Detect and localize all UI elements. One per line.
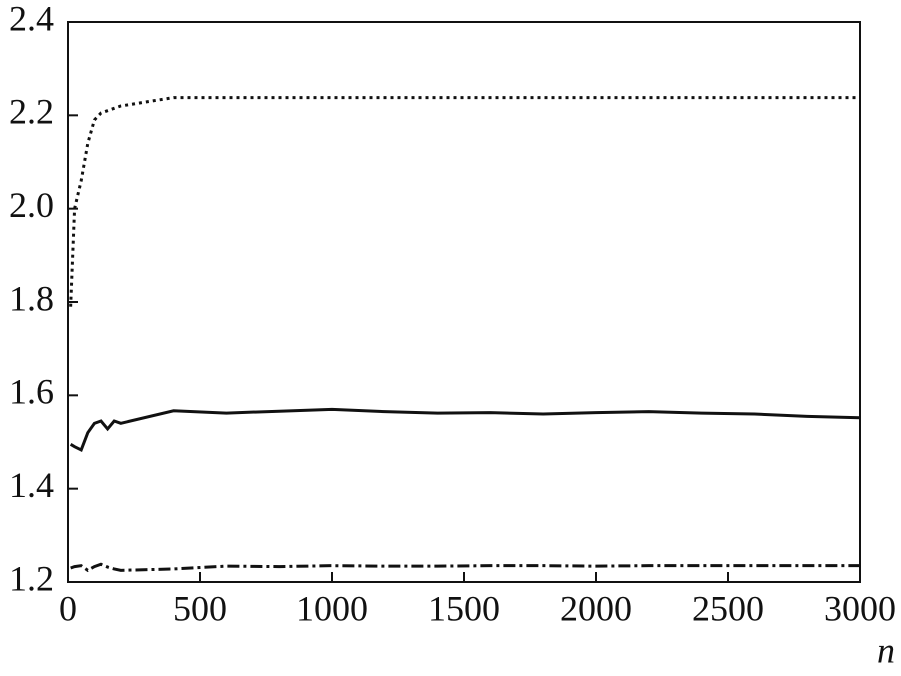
line-series <box>70 562 860 573</box>
x-tick-label: 1000 <box>296 588 368 628</box>
y-tick-label: 1.6 <box>9 372 54 412</box>
plot-frame <box>67 21 861 583</box>
line-series <box>69 407 861 453</box>
x-tick-label: 2000 <box>560 588 632 628</box>
y-tick-label: 2.0 <box>9 185 54 225</box>
y-tick-label: 1.2 <box>9 558 54 598</box>
x-tick-label: 500 <box>173 588 227 628</box>
x-axis-label: n <box>877 630 895 670</box>
y-tick-label: 2.2 <box>9 92 54 132</box>
x-tick-label: 2500 <box>692 588 764 628</box>
y-tick-label: 1.8 <box>9 278 54 318</box>
x-tick-label: 0 <box>59 588 77 628</box>
y-tick-label: 1.4 <box>9 465 54 505</box>
y-tick-label: 2.4 <box>9 0 54 38</box>
line-series <box>69 96 860 307</box>
x-tick-label: 1500 <box>428 588 500 628</box>
x-tick-label: 3000 <box>824 588 896 628</box>
